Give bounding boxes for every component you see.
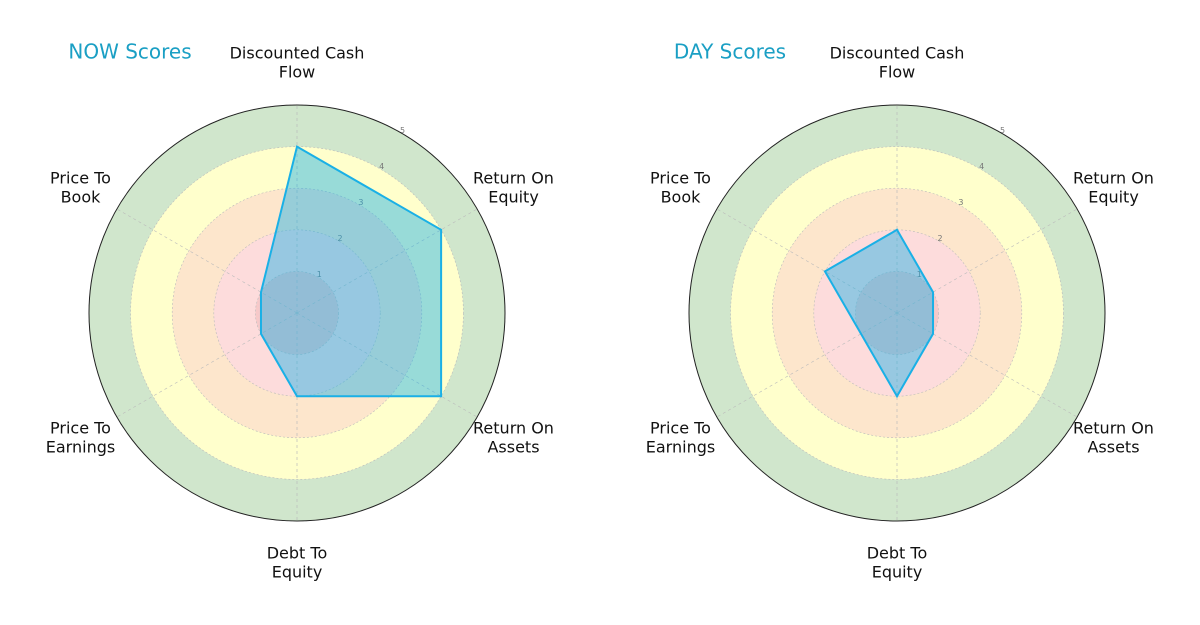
- r-tick-label: 4: [379, 162, 384, 171]
- r-tick-label: 3: [358, 198, 363, 207]
- outer-ring: [88, 104, 506, 522]
- r-tick-label: 5: [400, 126, 405, 135]
- r-tick-label: 4: [979, 162, 984, 171]
- axis-line: [896, 208, 1078, 314]
- r-tick-label: 2: [938, 234, 943, 243]
- category-label: Price To Book: [650, 168, 711, 206]
- grid-circle: [771, 187, 1023, 439]
- category-label: Discounted Cash Flow: [230, 43, 365, 81]
- category-label: Return On Equity: [1073, 168, 1154, 206]
- chart-title: DAY Scores: [674, 40, 786, 64]
- score-polygon: [823, 228, 935, 399]
- r-tick-label: 1: [317, 270, 322, 279]
- axis-line: [296, 312, 478, 418]
- r-tick-label: 2: [338, 234, 343, 243]
- category-label: Price To Earnings: [46, 418, 115, 456]
- axis-line: [896, 312, 1078, 418]
- score-polygon: [259, 145, 443, 398]
- outer-ring: [688, 104, 1106, 522]
- grid-circle: [855, 271, 939, 355]
- axis-line: [716, 312, 898, 418]
- axis-line: [716, 208, 898, 314]
- grid-circle: [813, 229, 981, 397]
- category-label: Debt To Equity: [867, 543, 928, 581]
- category-label: Return On Assets: [473, 418, 554, 456]
- category-label: Discounted Cash Flow: [830, 43, 965, 81]
- category-label: Return On Equity: [473, 168, 554, 206]
- grid-circle: [213, 229, 381, 397]
- axis-line: [116, 208, 298, 314]
- r-tick-label: 3: [958, 198, 963, 207]
- chart-title: NOW Scores: [68, 40, 191, 64]
- grid-circle: [171, 187, 423, 439]
- axis-line: [296, 208, 478, 314]
- axis-line: [116, 312, 298, 418]
- grid-circle: [255, 271, 339, 355]
- category-label: Price To Earnings: [646, 418, 715, 456]
- category-label: Price To Book: [50, 168, 111, 206]
- r-tick-label: 5: [1000, 126, 1005, 135]
- grid-circle: [130, 146, 464, 480]
- grid-circle: [730, 146, 1064, 480]
- category-label: Debt To Equity: [267, 543, 328, 581]
- r-tick-label: 1: [917, 270, 922, 279]
- category-label: Return On Assets: [1073, 418, 1154, 456]
